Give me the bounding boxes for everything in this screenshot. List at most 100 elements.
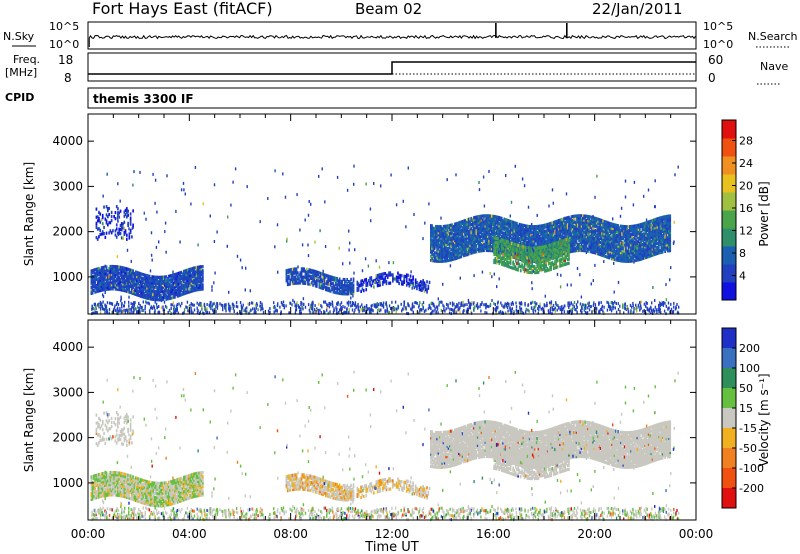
power-cell [123,268,126,272]
power-cell [117,287,119,291]
power-cell [341,283,343,288]
power-cell [175,274,178,278]
power-cell [319,284,322,288]
power-cell [191,287,194,291]
power-cell [126,211,128,215]
power-cell [110,210,113,214]
power-cell [99,286,102,291]
power-cell [124,231,127,235]
power-cell [199,275,202,279]
power-cell [126,279,128,283]
power-cell [305,278,308,282]
power-cell [117,267,119,271]
power-cell [162,291,165,295]
power-cell [129,278,132,282]
power-cell [304,273,307,277]
power-cell [155,281,157,285]
power-cell [177,273,180,277]
power-cell [145,294,147,298]
power-cell [161,281,164,285]
power-cell [117,213,119,217]
power-cell [104,235,107,239]
power-cell [165,287,167,291]
power-cell [124,273,127,277]
power-cell [175,282,178,286]
power-cell [194,276,197,280]
power-cell [131,291,133,295]
power-cell [132,269,134,273]
power-cell [145,286,147,290]
power-cell [176,272,179,276]
power-cell [298,273,300,277]
power-cell [128,270,131,274]
power-cell [129,290,132,295]
power-cell [298,277,300,281]
power-cell [113,285,115,289]
power-cell [191,279,194,283]
power-cell [350,277,352,281]
power-cell [119,265,122,269]
power-cell [193,288,195,293]
power-cell [294,277,297,281]
power-cell [113,279,115,283]
power-cell [309,274,312,278]
power-cell [108,281,110,285]
power-cell [133,271,136,276]
power-cell [123,274,126,278]
power-cell [104,281,107,285]
power-cell [304,281,307,285]
power-cell [171,279,174,283]
power-cell [162,283,165,287]
power-cell [176,280,179,284]
power-cell [412,275,414,279]
power-cell [147,278,150,282]
power-cell [128,278,131,282]
power-cell [138,279,141,284]
power-cell [194,272,197,276]
power-cell [286,274,289,279]
power-cell [164,295,166,299]
power-cell [142,289,145,293]
power-cell [318,283,321,287]
power-cell [202,283,204,287]
power-cell [181,282,184,286]
power-cell [115,279,118,283]
power-cell [127,284,129,288]
power-cell [110,266,113,271]
power-cell [109,277,112,281]
power-cell [322,276,324,280]
power-cell [166,295,169,299]
power-cell [138,271,141,275]
power-cell [310,270,313,275]
power-cell [191,285,194,289]
power-cell [119,271,122,275]
power-cell [138,294,141,298]
power-cell [314,282,317,286]
power-cell [104,277,107,281]
power-cell [162,275,165,279]
power-cell [185,291,188,295]
power-cell [108,287,110,291]
power-cell [323,279,326,283]
power-cell [162,297,165,302]
power-cell [167,286,170,291]
power-cell [141,280,143,284]
power-cell [285,273,288,277]
power-cell [147,276,150,280]
power-cell [138,288,141,292]
power-cell [139,294,142,298]
power-cell [133,274,136,278]
power-cell [104,285,107,289]
power-cell [143,287,146,291]
power-cell [308,268,311,272]
power-cell [141,278,143,282]
power-cell [117,279,119,283]
power-cell [156,277,159,281]
power-cell [138,275,141,279]
power-cell [129,212,132,216]
beam-title: Beam 02 [355,0,422,18]
power-cell [110,219,113,223]
power-cell [176,282,179,286]
power-cell [100,278,103,282]
power-cell [169,292,171,296]
